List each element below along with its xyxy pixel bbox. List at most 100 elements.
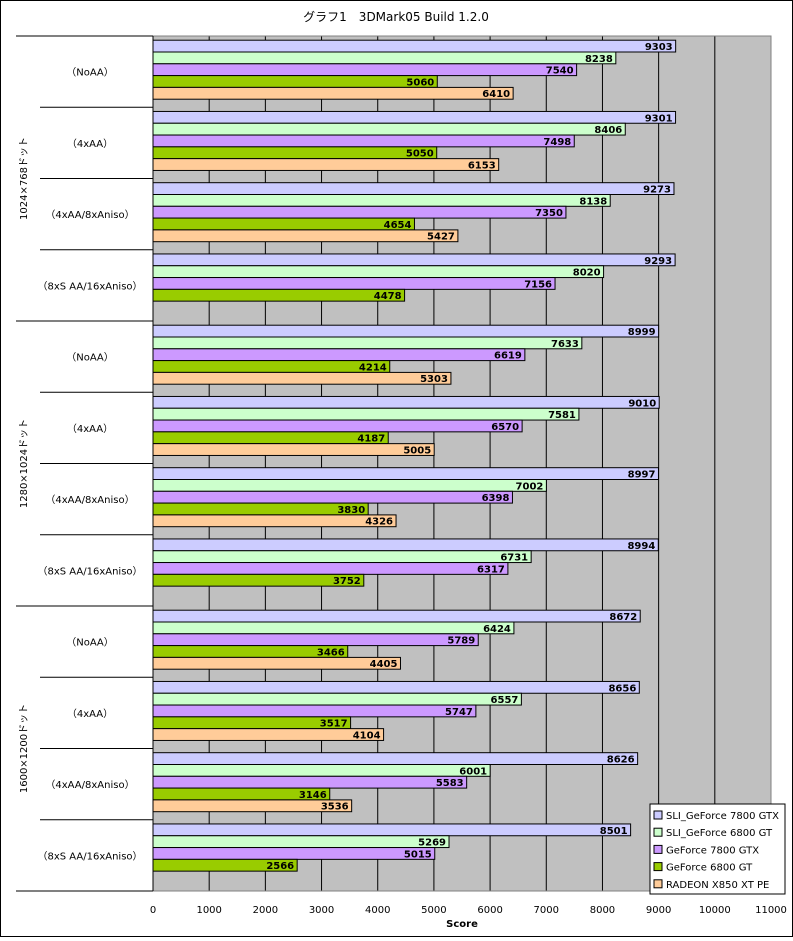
data-label: 6398 bbox=[482, 493, 510, 504]
resolution-label: 1024×768ドット bbox=[19, 137, 30, 220]
data-label: 2566 bbox=[266, 861, 294, 872]
data-label: 6001 bbox=[459, 766, 487, 777]
category-label: （8xS AA/16xAniso） bbox=[37, 565, 142, 577]
data-label: 5005 bbox=[403, 445, 431, 456]
bar bbox=[152, 752, 639, 766]
data-label: 4478 bbox=[374, 291, 402, 302]
bar bbox=[152, 728, 385, 741]
bar bbox=[152, 692, 522, 706]
data-label: 9303 bbox=[645, 42, 673, 53]
category-label: （8xS AA/16xAniso） bbox=[37, 280, 142, 292]
bar bbox=[152, 550, 532, 564]
bar bbox=[152, 680, 640, 694]
bar bbox=[152, 764, 491, 777]
bar bbox=[152, 146, 438, 160]
x-tick-label: 4000 bbox=[365, 905, 390, 916]
data-label: 4326 bbox=[365, 517, 393, 528]
x-tick-label: 8000 bbox=[590, 905, 615, 916]
data-label: 5015 bbox=[404, 849, 432, 860]
category-label: （4xAA） bbox=[67, 138, 113, 150]
data-label: 7156 bbox=[524, 279, 552, 290]
data-label: 8406 bbox=[594, 125, 622, 136]
data-label: 3146 bbox=[299, 790, 327, 801]
data-label: 6731 bbox=[500, 553, 528, 564]
data-label: 6570 bbox=[491, 422, 519, 433]
data-label: 8997 bbox=[628, 470, 656, 481]
bar bbox=[152, 479, 547, 492]
legend-swatch bbox=[653, 862, 663, 872]
legend-swatch bbox=[653, 879, 663, 889]
bar bbox=[152, 502, 369, 516]
bar bbox=[152, 431, 389, 445]
data-label: 7581 bbox=[548, 410, 576, 421]
data-label: 6153 bbox=[468, 160, 496, 171]
bar bbox=[152, 122, 626, 136]
bar bbox=[152, 609, 641, 623]
legend-label: GeForce 7800 GTX bbox=[666, 845, 759, 856]
bar bbox=[152, 63, 578, 77]
x-tick-label: 6000 bbox=[477, 905, 502, 916]
data-label: 7498 bbox=[543, 137, 571, 148]
bar bbox=[152, 229, 459, 243]
data-label: 5303 bbox=[420, 374, 448, 385]
bar bbox=[152, 704, 477, 718]
bar bbox=[152, 490, 513, 504]
bar bbox=[152, 182, 675, 195]
data-label: 9301 bbox=[645, 113, 673, 124]
data-label: 8672 bbox=[609, 612, 637, 623]
data-label: 3830 bbox=[337, 505, 365, 516]
category-label: （4xAA） bbox=[67, 708, 113, 720]
data-label: 3466 bbox=[317, 647, 345, 658]
bar bbox=[152, 205, 567, 219]
data-label: 8238 bbox=[585, 54, 613, 65]
data-label: 6410 bbox=[482, 89, 510, 100]
x-tick-label: 1000 bbox=[196, 905, 221, 916]
x-tick-label: 10000 bbox=[699, 905, 731, 916]
data-label: 8626 bbox=[607, 755, 635, 766]
data-label: 8138 bbox=[579, 196, 607, 207]
bar bbox=[152, 324, 660, 338]
data-label: 9010 bbox=[628, 398, 656, 409]
legend-swatch bbox=[653, 810, 663, 820]
category-label: （NoAA） bbox=[66, 67, 114, 79]
data-label: 6317 bbox=[477, 564, 505, 575]
bar bbox=[152, 217, 415, 231]
bar bbox=[152, 253, 676, 267]
resolution-label: 1280×1024ドット bbox=[19, 419, 30, 508]
data-label: 8020 bbox=[573, 268, 601, 279]
bar bbox=[152, 467, 659, 481]
bar bbox=[152, 656, 401, 670]
data-label: 5789 bbox=[447, 636, 475, 647]
bar bbox=[152, 360, 391, 373]
category-label: （4xAA） bbox=[67, 423, 113, 435]
data-label: 8656 bbox=[608, 683, 636, 694]
data-label: 4104 bbox=[353, 730, 381, 741]
data-label: 7350 bbox=[535, 208, 563, 219]
bar bbox=[152, 835, 450, 849]
bar bbox=[152, 514, 397, 528]
bar bbox=[152, 562, 509, 575]
data-label: 5050 bbox=[406, 149, 434, 160]
bar bbox=[152, 110, 677, 124]
data-label: 9293 bbox=[644, 256, 672, 267]
category-label: （NoAA） bbox=[66, 637, 114, 649]
bar bbox=[152, 621, 515, 635]
data-label: 5427 bbox=[427, 232, 455, 243]
category-label: （NoAA） bbox=[66, 352, 114, 364]
x-tick-label: 2000 bbox=[253, 905, 278, 916]
bar bbox=[152, 823, 632, 837]
bar bbox=[152, 336, 583, 350]
legend-label: RADEON X850 XT PE bbox=[666, 880, 769, 891]
legend-swatch bbox=[653, 844, 663, 854]
x-tick-label: 7000 bbox=[534, 905, 559, 916]
data-label: 7002 bbox=[516, 481, 544, 492]
bar bbox=[152, 633, 479, 647]
bar bbox=[152, 419, 523, 433]
data-label: 9273 bbox=[643, 185, 671, 196]
data-label: 5060 bbox=[406, 77, 434, 88]
category-label: （4xAA/8xAniso） bbox=[45, 779, 134, 791]
legend bbox=[649, 803, 786, 895]
data-label: 4654 bbox=[384, 220, 412, 231]
